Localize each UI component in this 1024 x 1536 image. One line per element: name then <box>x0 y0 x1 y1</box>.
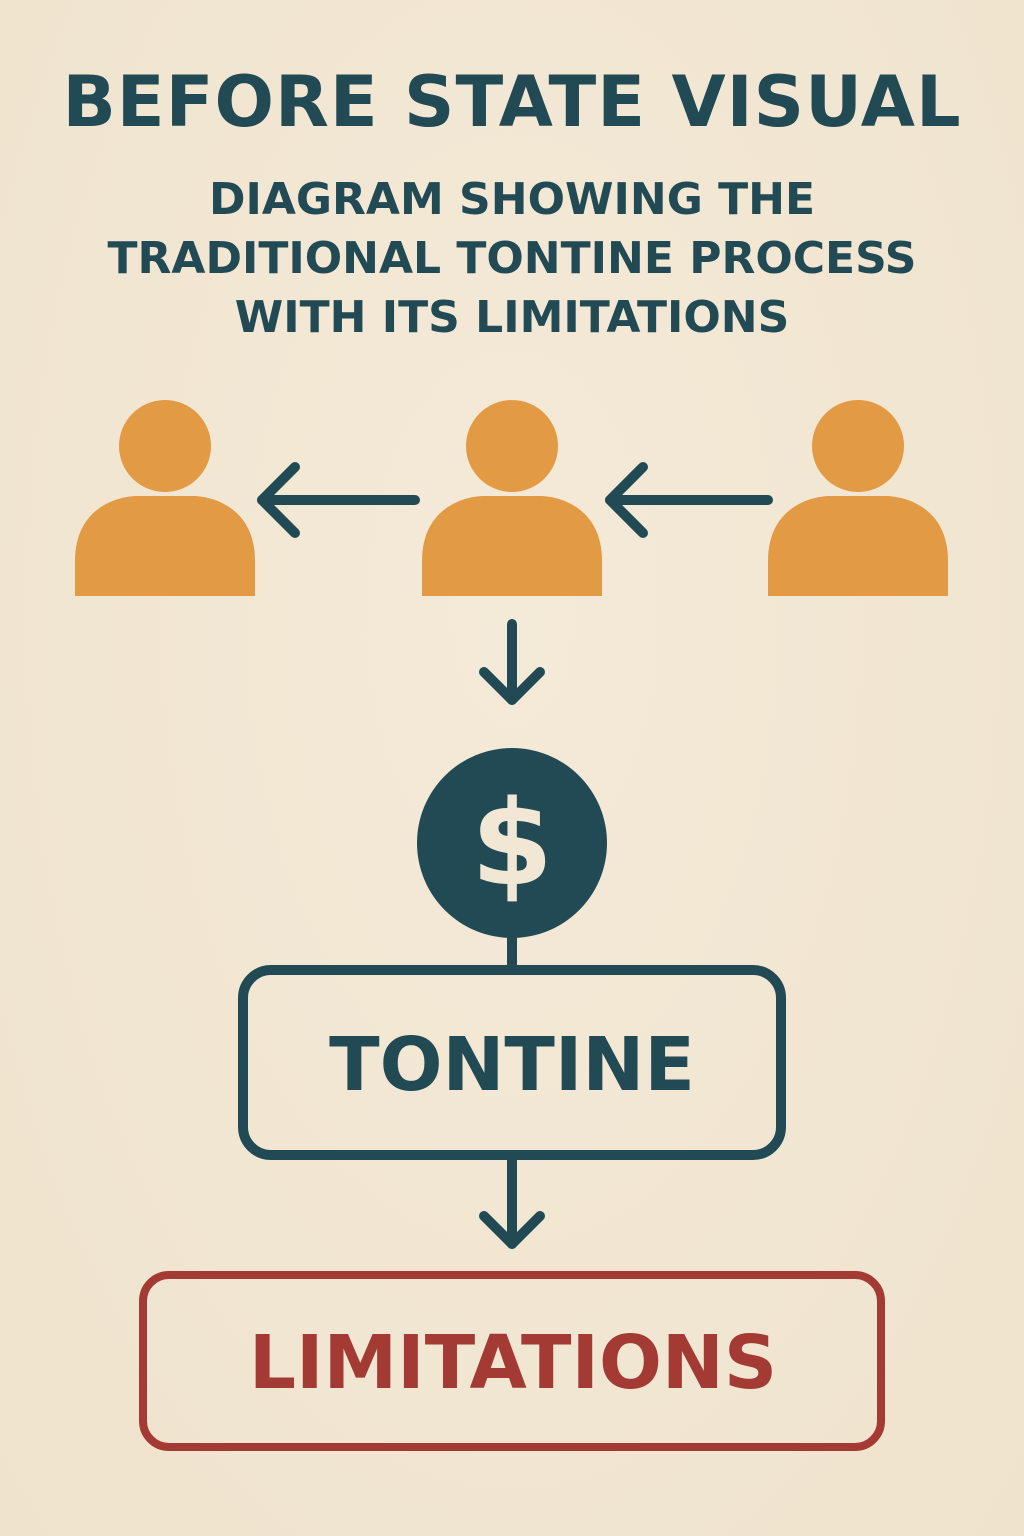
dollar-coin-icon <box>417 748 607 938</box>
arrow-down-icon-2 <box>479 1155 545 1249</box>
limitations-box <box>139 1271 885 1451</box>
dollar-symbol: $ <box>470 774 554 912</box>
limitations-label: LIMITATIONS <box>248 1320 778 1406</box>
person-icon-center <box>422 400 602 596</box>
page-subtitle: DIAGRAM SHOWING THE TRADITIONAL TONTINE … <box>0 170 1024 347</box>
person-icon-right <box>768 400 948 596</box>
arrow-down-icon-1 <box>479 619 545 705</box>
tontine-label: TONTINE <box>329 1022 695 1108</box>
person-icon-left <box>75 400 255 596</box>
subtitle-line-3: WITH ITS LIMITATIONS <box>234 292 790 343</box>
arrow-left-icon-1 <box>257 462 420 538</box>
subtitle-line-1: DIAGRAM SHOWING THE <box>208 174 816 225</box>
arrow-left-icon-2 <box>605 462 773 538</box>
page-title: BEFORE STATE VISUAL <box>62 61 962 143</box>
subtitle-line-2: TRADITIONAL TONTINE PROCESS <box>107 233 917 284</box>
